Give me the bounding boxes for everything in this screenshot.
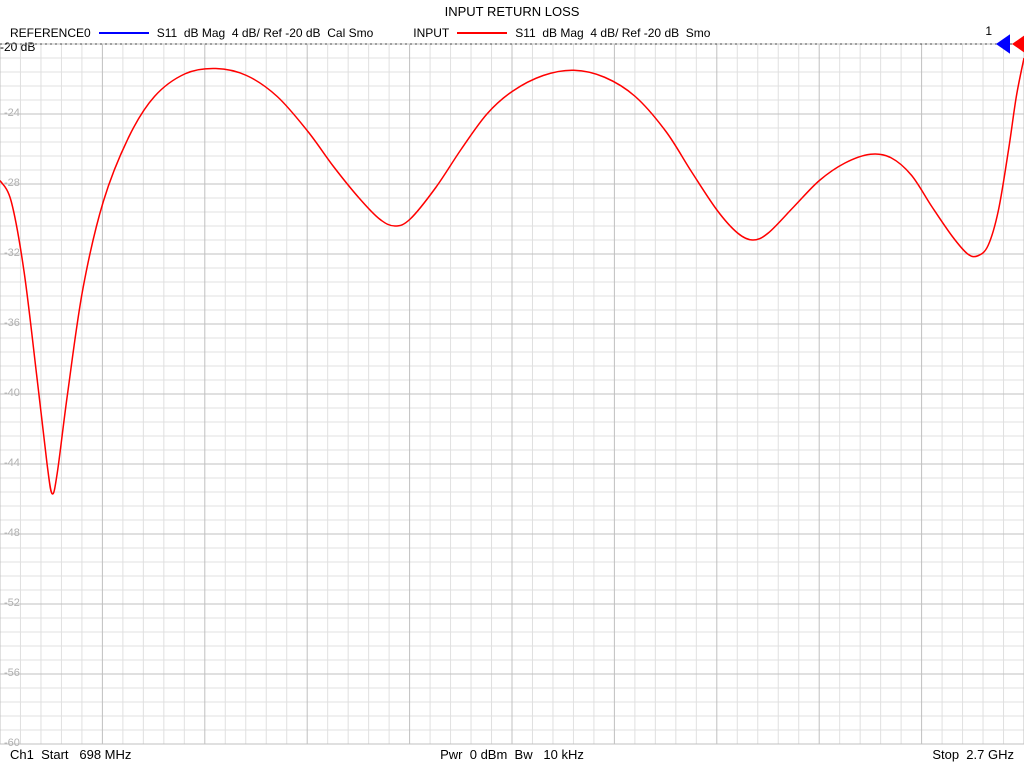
marker-arrow-blue-icon[interactable] <box>996 34 1010 54</box>
y-tick-label: -48 <box>4 527 20 539</box>
y-tick-label: -40 <box>4 387 20 399</box>
chart-plot <box>0 0 1024 768</box>
y-tick-label: -56 <box>4 667 20 679</box>
y-tick-label: -24 <box>4 107 20 119</box>
y-tick-label: -52 <box>4 597 20 609</box>
y-tick-label: -36 <box>4 317 20 329</box>
footer-start-freq: Ch1 Start 698 MHz <box>10 747 131 762</box>
footer-bar: Ch1 Start 698 MHz Pwr 0 dBm Bw 10 kHz St… <box>10 747 1014 762</box>
footer-stop-freq: Stop 2.7 GHz <box>932 747 1014 762</box>
marker-arrow-red-icon[interactable] <box>1012 34 1024 54</box>
y-tick-label: -44 <box>4 457 20 469</box>
y-tick-label: -32 <box>4 247 20 259</box>
vna-chart-window: INPUT RETURN LOSS REFERENCE0 S11 dB Mag … <box>0 0 1024 768</box>
y-tick-label: -28 <box>4 177 20 189</box>
footer-power-bw: Pwr 0 dBm Bw 10 kHz <box>440 747 584 762</box>
